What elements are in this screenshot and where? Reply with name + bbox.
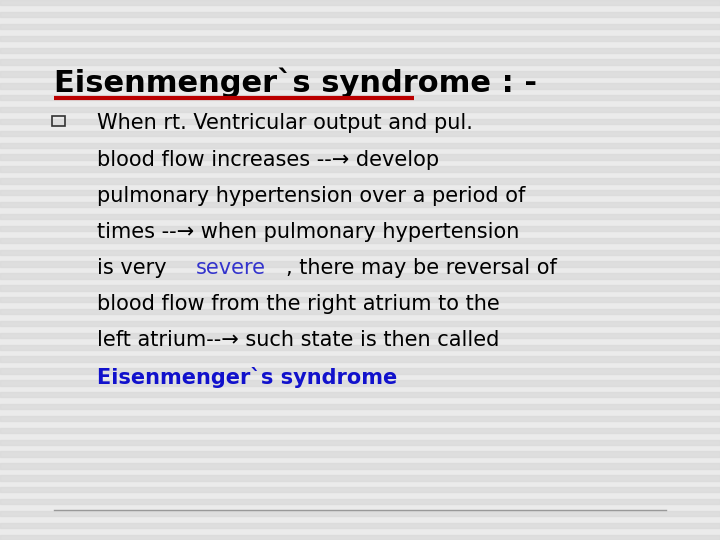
- Text: severe: severe: [196, 258, 266, 278]
- Bar: [0, 333, 720, 338]
- Text: is very: is very: [97, 258, 174, 278]
- Bar: [0, 309, 720, 314]
- Bar: [0, 48, 720, 53]
- Bar: [0, 131, 720, 136]
- Bar: [0, 440, 720, 445]
- Bar: [0, 321, 720, 326]
- Bar: [0, 71, 720, 77]
- Text: pulmonary hypertension over a period of: pulmonary hypertension over a period of: [97, 186, 526, 206]
- Text: left atrium--→ such state is then called: left atrium--→ such state is then called: [97, 330, 500, 350]
- Text: blood flow from the right atrium to the: blood flow from the right atrium to the: [97, 294, 500, 314]
- Bar: [0, 463, 720, 469]
- Text: blood flow increases --→ develop: blood flow increases --→ develop: [97, 150, 439, 170]
- Bar: [0, 297, 720, 302]
- Bar: [0, 249, 720, 255]
- Bar: [0, 261, 720, 267]
- Bar: [0, 285, 720, 291]
- Bar: [0, 238, 720, 243]
- Bar: [0, 214, 720, 219]
- Text: Eisenmenger`s syndrome : -: Eisenmenger`s syndrome : -: [54, 68, 537, 98]
- Bar: [0, 475, 720, 481]
- Bar: [0, 202, 720, 207]
- Bar: [0, 95, 720, 100]
- Bar: [0, 24, 720, 29]
- Bar: [0, 392, 720, 397]
- Bar: [0, 404, 720, 409]
- Bar: [0, 356, 720, 362]
- Bar: [0, 83, 720, 89]
- Bar: [0, 119, 720, 124]
- Bar: [0, 59, 720, 65]
- Bar: [0, 273, 720, 279]
- Text: times --→ when pulmonary hypertension: times --→ when pulmonary hypertension: [97, 222, 520, 242]
- Bar: [0, 428, 720, 433]
- Bar: [52, 116, 65, 126]
- Bar: [0, 107, 720, 112]
- Bar: [0, 178, 720, 184]
- Bar: [0, 143, 720, 148]
- Bar: [0, 166, 720, 172]
- Text: , there may be reversal of: , there may be reversal of: [286, 258, 557, 278]
- Bar: [0, 416, 720, 421]
- Text: Eisenmenger`s syndrome: Eisenmenger`s syndrome: [97, 367, 397, 388]
- Bar: [0, 535, 720, 540]
- Bar: [0, 345, 720, 350]
- Bar: [0, 499, 720, 504]
- Bar: [0, 380, 720, 386]
- Bar: [0, 0, 720, 5]
- Bar: [0, 368, 720, 374]
- Bar: [0, 12, 720, 17]
- Bar: [0, 511, 720, 516]
- Text: When rt. Ventricular output and pul.: When rt. Ventricular output and pul.: [97, 113, 473, 133]
- Bar: [0, 523, 720, 528]
- Bar: [0, 36, 720, 41]
- Bar: [0, 226, 720, 231]
- Bar: [0, 190, 720, 195]
- Bar: [0, 487, 720, 492]
- Bar: [0, 154, 720, 160]
- Bar: [0, 451, 720, 457]
